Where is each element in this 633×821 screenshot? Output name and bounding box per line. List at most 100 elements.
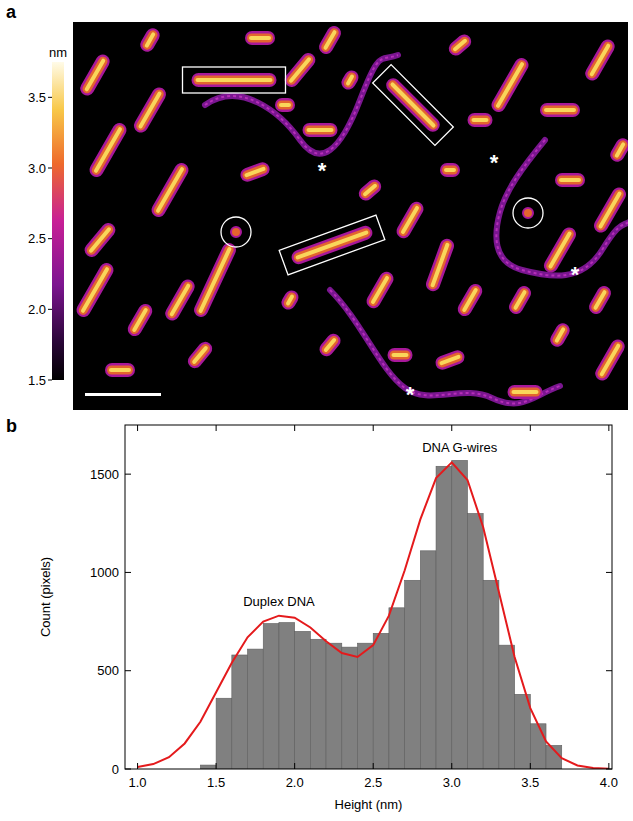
y-tick: [125, 670, 131, 671]
g-wire: [87, 121, 129, 180]
g-wire-core: [452, 38, 468, 52]
y-tick: [606, 474, 612, 475]
colorbar-tick-label: 3.0: [28, 161, 46, 176]
g-wire-body: [128, 304, 151, 335]
g-wire-body: [320, 26, 341, 53]
histogram-bar: [232, 655, 248, 769]
g-wire-core: [544, 108, 576, 112]
g-wire-body: [194, 76, 275, 85]
y-tick-label: 500: [97, 663, 119, 678]
g-wire: [339, 68, 361, 92]
highlight-box: [373, 65, 454, 146]
g-wire: [548, 321, 573, 350]
g-wire: [82, 220, 118, 260]
g-wire-edge: [383, 75, 442, 134]
g-wire-edge: [275, 98, 295, 112]
g-wire: [394, 199, 426, 241]
histogram-bar: [389, 608, 405, 769]
x-tick-label: 3.0: [443, 775, 461, 790]
g-wire-edge: [446, 32, 474, 59]
g-wire-core: [370, 275, 389, 305]
g-wire-core: [554, 327, 566, 344]
plot-frame: [125, 425, 612, 769]
g-wire-edge: [74, 261, 116, 320]
g-wire: [506, 284, 533, 317]
g-wire-core: [598, 191, 622, 229]
panel-letter: a: [6, 2, 17, 22]
g-wire-edge: [131, 85, 168, 135]
y-tick: [606, 769, 612, 770]
g-wire: [275, 98, 295, 112]
panel-letter: b: [6, 416, 17, 436]
g-wire-body: [292, 227, 371, 263]
g-wire: [125, 301, 155, 338]
x-tick: [530, 763, 531, 769]
g-wire: [105, 363, 135, 377]
x-tick-label: 3.5: [521, 775, 539, 790]
g-wire-core: [495, 61, 524, 108]
g-wire-core: [589, 43, 611, 77]
g-wire: [279, 288, 301, 312]
g-wire-body: [595, 188, 626, 232]
g-wire-core: [244, 166, 266, 177]
g-quartet-dot: [523, 208, 533, 218]
g-wire-edge: [245, 31, 275, 45]
g-wire-body: [510, 286, 531, 313]
g-wire-edge: [317, 331, 344, 359]
g-wire-body: [166, 280, 194, 320]
g-wire-core: [288, 56, 312, 83]
x-tick: [294, 425, 295, 431]
g-wire: [185, 339, 215, 371]
x-tick: [137, 425, 138, 431]
g-wire-edge: [388, 348, 413, 362]
strand: [496, 140, 628, 276]
g-wire-edge: [506, 284, 533, 317]
g-wire: [608, 136, 628, 165]
g-wire-edge: [185, 339, 215, 371]
g-wire: [434, 348, 467, 371]
g-wire-edge: [548, 321, 573, 350]
histogram-bar: [530, 724, 546, 769]
g-wire-edge: [424, 237, 456, 293]
histogram-bar: [326, 643, 342, 769]
g-wire-core: [599, 343, 621, 377]
g-wire-edge: [303, 123, 338, 137]
g-wire: [586, 284, 613, 317]
g-wire-core: [548, 231, 572, 269]
y-tick-label: 1000: [90, 565, 119, 580]
g-wire-edge: [192, 241, 238, 319]
g-wire-edge: [87, 121, 129, 180]
g-wire: [583, 37, 618, 83]
g-wire-edge: [138, 26, 163, 55]
g-wire: [364, 269, 396, 311]
g-wire-body: [390, 351, 411, 360]
g-wire-body: [367, 272, 393, 308]
strand-marker: *: [318, 158, 327, 183]
histogram-bar: [263, 624, 279, 769]
x-tick-label: 1.5: [207, 775, 225, 790]
g-wire-core: [392, 353, 409, 357]
g-wire-core: [444, 168, 456, 172]
colorbar-tick: [48, 238, 52, 239]
g-wire-body: [359, 180, 381, 200]
x-tick: [294, 763, 295, 769]
g-quartet-dot: [231, 227, 241, 237]
peak-label: Duplex DNA: [243, 594, 315, 609]
histogram-bar: [452, 460, 468, 769]
strand-marker: *: [571, 262, 580, 287]
g-wire-edge: [583, 37, 618, 83]
histogram-bar: [342, 647, 358, 769]
g-wire-core: [109, 368, 131, 372]
y-tick: [125, 572, 131, 573]
fit-curve: [138, 462, 609, 768]
g-wire-edge: [82, 220, 118, 260]
g-wire-body: [141, 29, 159, 52]
g-wire-core: [323, 337, 337, 353]
highlight-box: [279, 215, 385, 275]
g-wire: [356, 177, 384, 204]
g-wire-body: [85, 223, 115, 256]
histogram-bar: [467, 513, 483, 769]
g-wire-core: [307, 128, 334, 132]
x-tick-label: 4.0: [600, 775, 618, 790]
g-wire: [316, 24, 343, 57]
